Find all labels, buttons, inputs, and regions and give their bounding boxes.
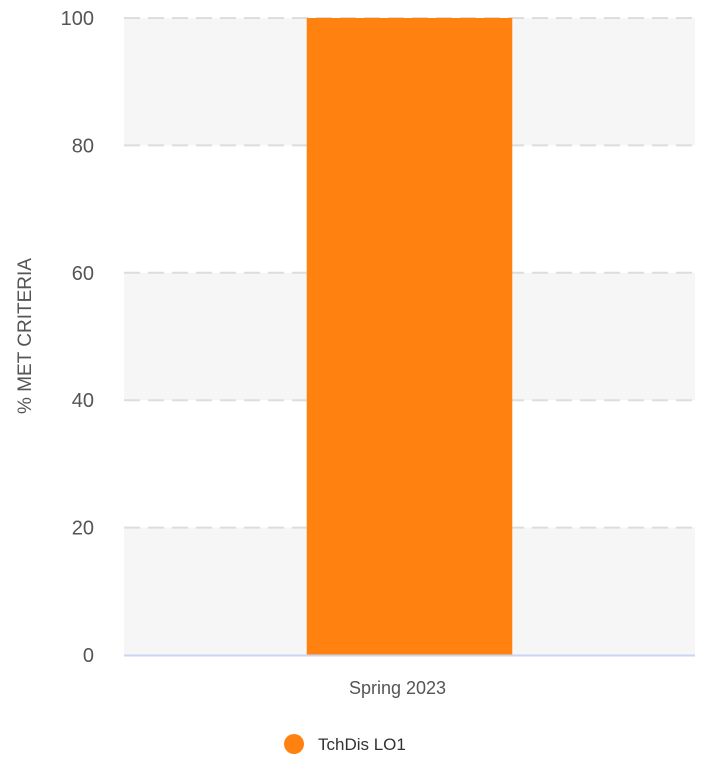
legend-marker[interactable] (284, 734, 304, 754)
y-tick-label: 60 (72, 263, 94, 285)
y-axis-label: % MET CRITERIA (15, 258, 36, 414)
x-tick-labels: Spring 2023 (349, 678, 446, 698)
y-tick-label: 20 (72, 518, 94, 540)
y-tick-labels: 0 20 40 60 80 100 (61, 8, 94, 667)
legend: TchDis LO1 (284, 734, 406, 754)
bar[interactable] (306, 18, 513, 655)
bars (306, 18, 513, 655)
y-tick-label: 0 (83, 645, 94, 667)
legend-label[interactable]: TchDis LO1 (318, 735, 406, 754)
y-tick-label: 40 (72, 390, 94, 412)
y-tick-label: 80 (72, 135, 94, 157)
y-tick-label: 100 (61, 8, 94, 30)
x-tick-label: Spring 2023 (349, 678, 446, 698)
